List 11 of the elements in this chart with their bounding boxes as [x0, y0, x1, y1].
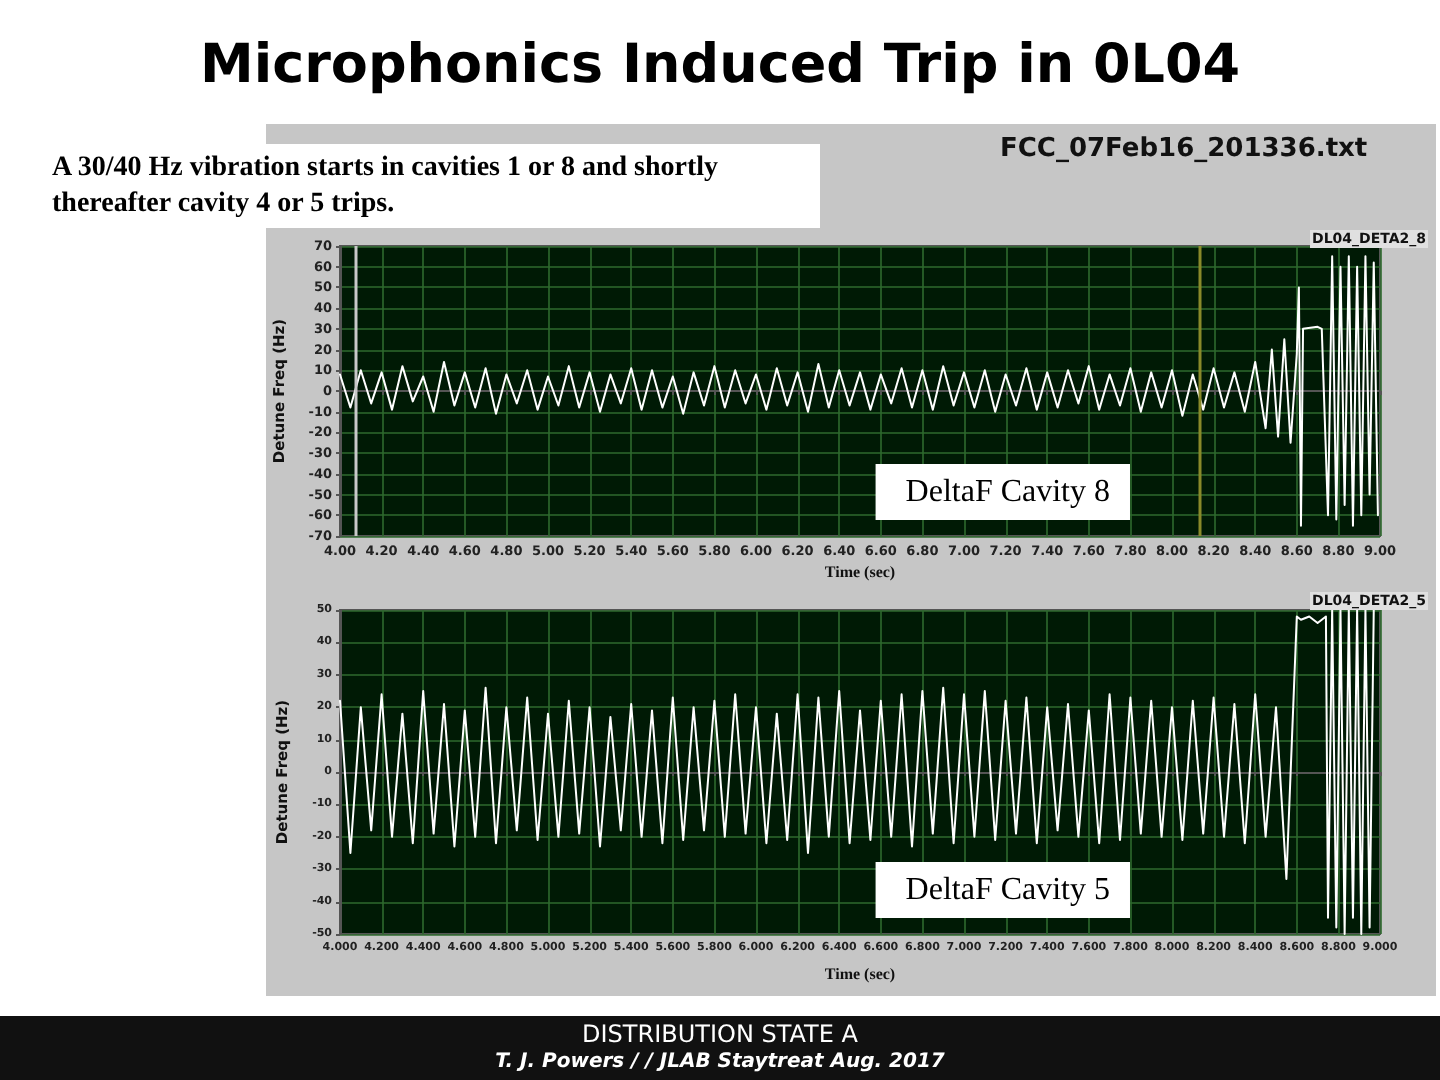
- x-axis-title: Time (sec): [824, 965, 896, 983]
- x-axis-title: Time (sec): [824, 563, 896, 581]
- line-series: [339, 255, 1379, 527]
- text: A 30/40 Hz vibration starts in cavities 1 or 8 and shortly thereafter cavity 4 or 5 trips.: [52, 153, 726, 219]
- line-series: [339, 609, 1375, 935]
- text: DISTRIBUTION STATE A: [582, 1020, 860, 1048]
- chart-title: Microphonics Induced Trip in 0L04: [199, 34, 1241, 96]
- text: DeltaF Cavity 8: [905, 475, 1111, 509]
- text: FCC_07Feb16_201336.txt: [1000, 134, 1368, 164]
- text: T. J. Powers / / JLAB Staytreat Aug. 2017: [495, 1051, 945, 1073]
- series-label: DeltaF Cavity 5: [905, 873, 1111, 907]
